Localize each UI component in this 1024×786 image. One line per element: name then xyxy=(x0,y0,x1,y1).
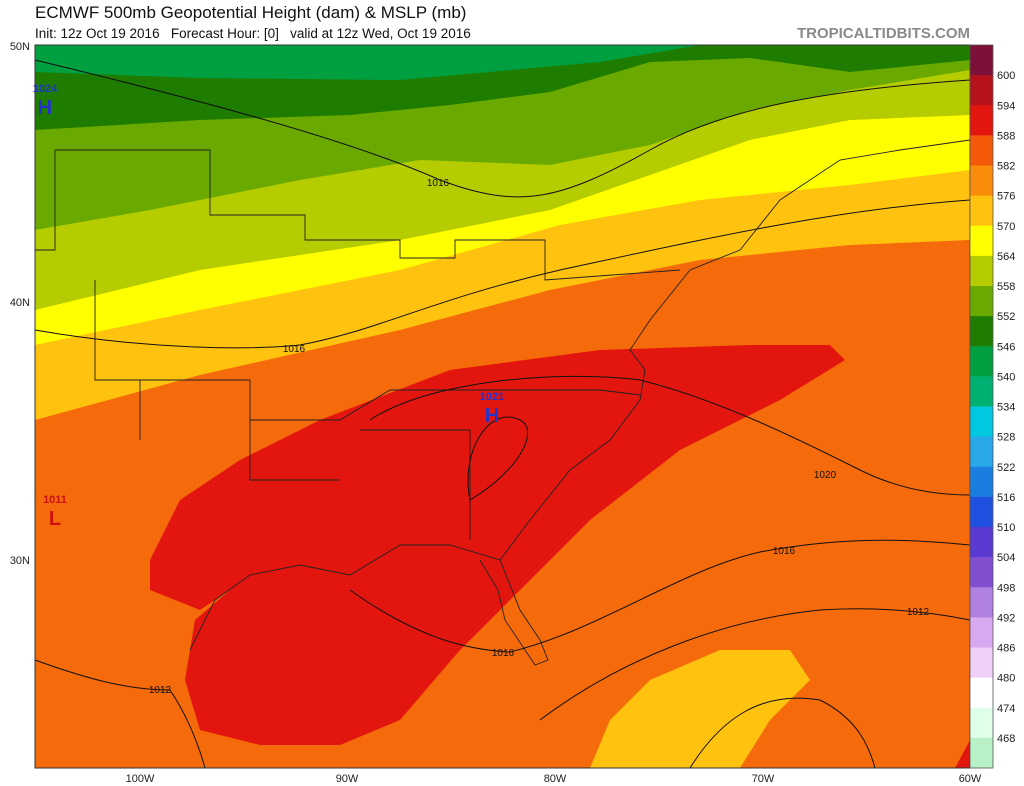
colorbar-cell xyxy=(970,376,993,407)
colorbar-label: 516 xyxy=(997,492,1015,504)
lat-label: 30N xyxy=(10,555,30,567)
center-value: 1021 xyxy=(480,391,504,403)
colorbar-label: 534 xyxy=(997,402,1015,414)
lon-label: 100W xyxy=(126,773,155,785)
isobar xyxy=(369,375,971,496)
colorbar-label: 594 xyxy=(997,100,1015,112)
colorbar-cell xyxy=(970,286,993,317)
lat-label: 40N xyxy=(10,297,30,309)
lon-label: 60W xyxy=(959,773,982,785)
lon-label: 90W xyxy=(336,773,359,785)
colorbar-label: 528 xyxy=(997,432,1015,444)
band-576-south xyxy=(590,650,810,768)
isobar xyxy=(34,199,971,349)
colorbar-cell xyxy=(970,105,993,136)
colorbar-label: 468 xyxy=(997,733,1015,745)
colorbar-cell xyxy=(970,496,993,528)
colorbar-label: 576 xyxy=(997,191,1015,203)
colorbar-label: 558 xyxy=(997,281,1015,293)
center-letter: H xyxy=(38,97,52,119)
colorbar-label: 570 xyxy=(997,221,1015,233)
colorbar-label: 492 xyxy=(997,612,1015,624)
colorbar-cell xyxy=(970,75,993,106)
isobar xyxy=(689,697,876,769)
band-588-corner xyxy=(955,740,970,768)
isobar xyxy=(467,416,529,501)
credit: TROPICALTIDBITS.COM xyxy=(797,25,970,42)
colorbar-label: 564 xyxy=(997,251,1015,263)
colorbar-label: 582 xyxy=(997,161,1015,173)
contour-label: 1016 xyxy=(773,546,796,557)
contour-label: 1012 xyxy=(907,607,930,618)
contour-label: 1016 xyxy=(427,178,450,189)
isobar xyxy=(539,608,971,721)
colorbar-cell xyxy=(970,557,993,588)
colorbar-cell xyxy=(970,707,993,739)
colorbar: 600 594 588 582 576 570 564 558 552 546 540 534 528 5… xyxy=(969,44,1015,769)
isobars xyxy=(34,59,971,769)
colorbar-label: 540 xyxy=(997,371,1015,383)
colorbar-label: 480 xyxy=(997,673,1015,685)
contour-label: 1016 xyxy=(283,344,306,355)
title: ECMWF 500mb Geopotential Height (dam) & … xyxy=(35,3,466,22)
center-letter: L xyxy=(49,508,61,530)
colorbar-label: 486 xyxy=(997,643,1015,655)
colorbar-frame xyxy=(969,44,994,769)
borders xyxy=(35,139,971,666)
colorbar-cell xyxy=(970,406,993,438)
colorbar-cell xyxy=(970,135,993,166)
colorbar-cell xyxy=(970,527,993,558)
colorbar-cell xyxy=(970,436,993,468)
center-letter: H xyxy=(485,405,499,427)
contour-label: 1012 xyxy=(149,685,172,696)
colorbar-cell xyxy=(970,165,993,197)
colorbar-cell xyxy=(970,617,993,648)
pressure-center: 1021 H xyxy=(480,391,504,427)
colorbar-label: 504 xyxy=(997,552,1015,564)
colorbar-label: 474 xyxy=(997,703,1015,715)
pressure-center: 1011 L xyxy=(43,494,67,530)
colorbar-cell xyxy=(970,195,993,227)
colorbar-cell xyxy=(970,737,993,769)
colorbar-label: 510 xyxy=(997,522,1015,534)
map-fill xyxy=(35,45,970,768)
state-lines xyxy=(35,149,681,540)
lat-label: 50N xyxy=(10,41,30,53)
pressure-center: 1024 H xyxy=(33,83,58,119)
contour-label: 1020 xyxy=(814,470,837,481)
colorbar-cell xyxy=(970,587,993,618)
subtitle: Init: 12z Oct 19 2016 Forecast Hour: [0]… xyxy=(35,26,471,41)
colorbar-cell xyxy=(970,677,993,709)
colorbar-label: 600 xyxy=(997,70,1015,82)
colorbar-cell xyxy=(970,466,993,498)
isobar xyxy=(349,539,971,653)
contour-label: 1016 xyxy=(492,648,515,659)
colorbar-label: 522 xyxy=(997,462,1015,474)
coastline xyxy=(189,139,971,666)
colorbar-cell xyxy=(970,346,993,377)
colorbar-label: 546 xyxy=(997,341,1015,353)
colorbar-label: 588 xyxy=(997,130,1015,142)
band-546 xyxy=(35,45,700,80)
map-labels: 50N 40N 30N 100W 90W 80W 70W 60W 1016 10… xyxy=(10,41,982,785)
center-value: 1011 xyxy=(43,494,67,506)
lon-label: 70W xyxy=(752,773,775,785)
isobar xyxy=(34,59,971,198)
colorbar-cell xyxy=(970,45,993,76)
colorbar-cell xyxy=(970,316,993,347)
isobar xyxy=(34,659,206,769)
colorbar-cell xyxy=(970,647,993,679)
colorbar-cell xyxy=(970,225,993,257)
lon-label: 80W xyxy=(544,773,567,785)
colorbar-label: 552 xyxy=(997,311,1015,323)
colorbar-cell xyxy=(970,255,993,287)
center-value: 1024 xyxy=(33,83,58,95)
colorbar-label: 498 xyxy=(997,582,1015,594)
band-588 xyxy=(150,345,845,745)
